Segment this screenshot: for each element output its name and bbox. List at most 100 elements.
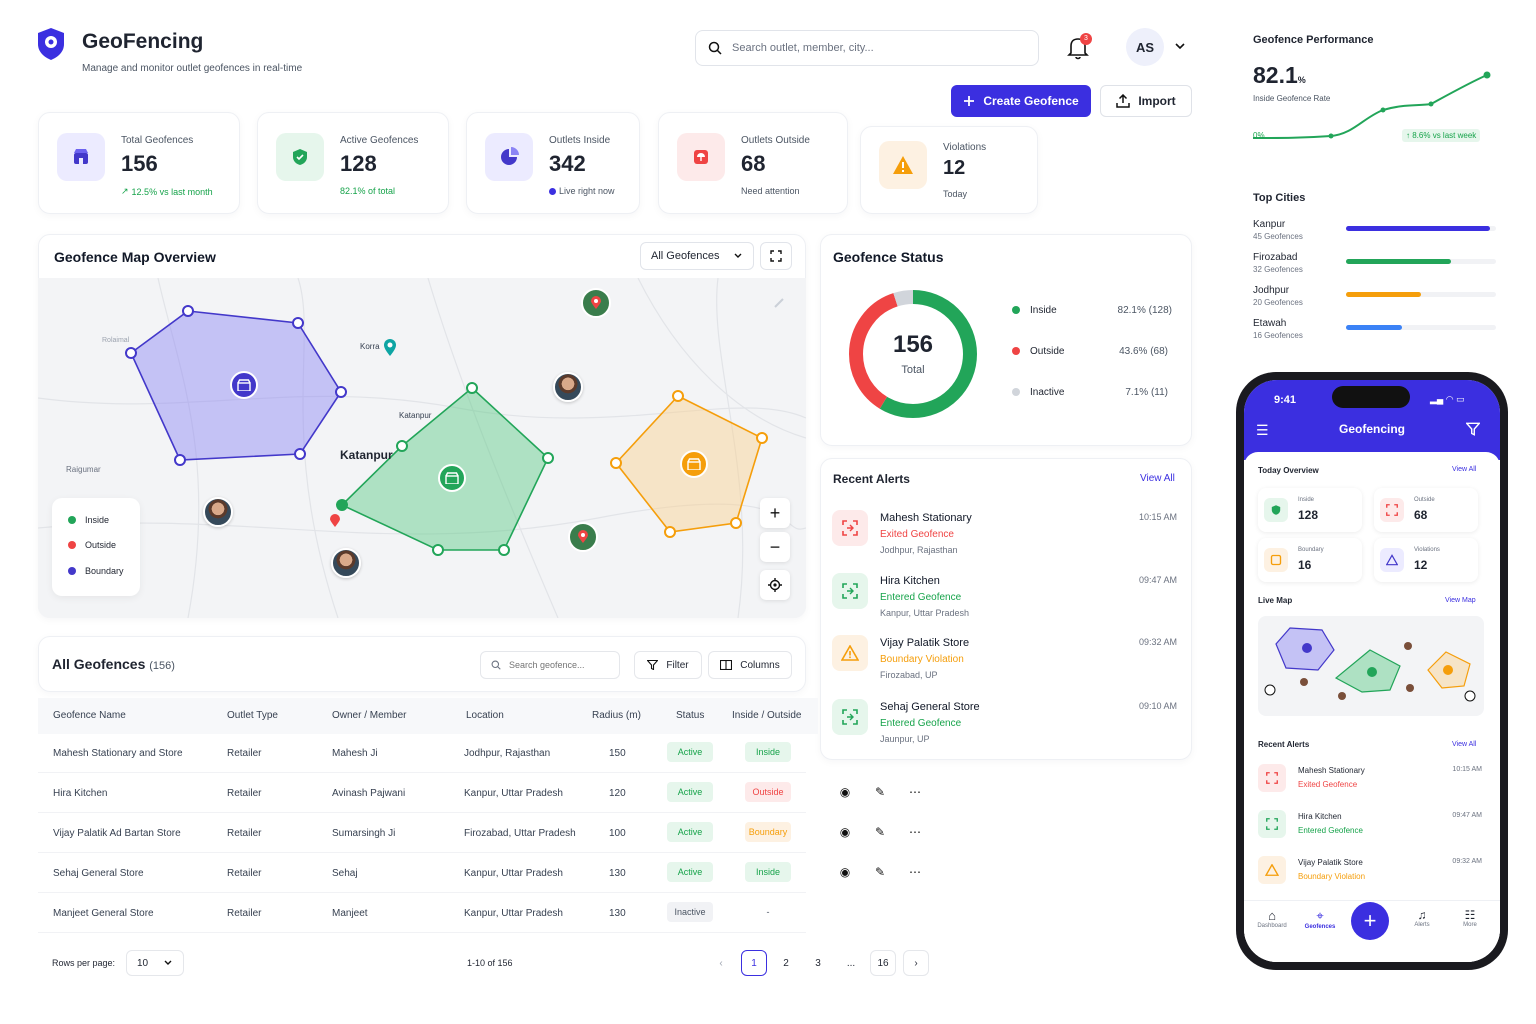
city-name: Kanpur [1253, 219, 1286, 230]
search-bar[interactable] [695, 30, 1039, 66]
member-avatar[interactable] [331, 548, 361, 578]
more-icon[interactable]: ⋯ [909, 865, 921, 879]
phone-stat-card[interactable]: Outside 68 [1374, 488, 1478, 532]
legend-dot [68, 516, 76, 524]
table-cell-name[interactable]: Manjeet General Store [53, 908, 154, 919]
map-pin-marker-icon[interactable] [568, 522, 598, 552]
locate-button[interactable] [760, 570, 790, 600]
phone-alerts-view-all-link[interactable]: View All [1452, 741, 1477, 748]
more-icon[interactable]: ⋯ [909, 825, 921, 839]
search-input[interactable] [732, 42, 1012, 54]
map-canvas[interactable] [38, 278, 806, 618]
columns-button[interactable]: Columns [708, 651, 792, 679]
edit-icon[interactable]: ✎ [874, 785, 886, 799]
table-title: All Geofences (156) [52, 656, 175, 672]
store-marker-icon[interactable] [230, 371, 258, 399]
phone-alert-item[interactable]: Hira Kitchen Entered Geofence 09:47 AM [1258, 810, 1482, 840]
view-icon[interactable]: ◉ [839, 865, 851, 879]
col-header[interactable]: Status [676, 710, 705, 721]
col-header[interactable]: Geofence Name [53, 710, 126, 721]
warning-icon [832, 635, 868, 671]
table-search[interactable] [480, 651, 620, 679]
alert-location: Jaunpur, UP [880, 734, 930, 744]
alerts-view-all-link[interactable]: View All [1140, 473, 1175, 484]
status-value: 82.1% (128) [1117, 305, 1172, 316]
stat-label: Outlets Outside [741, 135, 810, 146]
table-cell-name[interactable]: Sehaj General Store [53, 868, 144, 879]
alert-item[interactable]: Mahesh Stationary Exited Geofence Jodhpu… [832, 510, 1177, 558]
phone-stat-card[interactable]: Violations 12 [1374, 538, 1478, 582]
user-avatar[interactable]: AS [1126, 28, 1164, 66]
nav-dashboard[interactable]: ⌂ Dashboard [1250, 908, 1294, 929]
hamburger-menu-icon[interactable]: ☰ [1256, 422, 1269, 438]
location-shield-logo-icon [38, 28, 64, 60]
phone-alert-item[interactable]: Mahesh Stationary Exited Geofence 10:15 AM [1258, 764, 1482, 794]
table-cell-name[interactable]: Hira Kitchen [53, 788, 108, 799]
fullscreen-button[interactable] [760, 242, 792, 270]
nav-more[interactable]: ☷ More [1448, 908, 1492, 928]
member-avatar[interactable] [203, 497, 233, 527]
phone-alert-item[interactable]: Vijay Palatik Store Boundary Violation 09:… [1258, 856, 1482, 886]
zoom-in-button[interactable]: + [760, 498, 790, 528]
col-header[interactable]: Location [466, 710, 504, 721]
table-search-input[interactable] [509, 660, 609, 670]
rows-per-page-value: 10 [137, 957, 149, 969]
stat-sub: ↗ 12.5% vs last month [121, 186, 213, 197]
phone-stat-card[interactable]: Boundary 16 [1258, 538, 1362, 582]
col-header[interactable]: Outlet Type [227, 710, 278, 721]
edit-icon[interactable]: ✎ [874, 865, 886, 879]
col-header[interactable]: Radius (m) [592, 710, 641, 721]
page-button[interactable]: 2 [783, 957, 789, 969]
phone-map[interactable] [1258, 616, 1484, 716]
status-value: 43.6% (68) [1119, 346, 1168, 357]
phone-view-map-link[interactable]: View Map [1445, 597, 1476, 604]
col-header[interactable]: Owner / Member [332, 710, 407, 721]
phone-add-button[interactable]: + [1351, 902, 1389, 940]
chevron-down-icon[interactable] [1174, 40, 1186, 52]
next-page-button[interactable]: › [903, 950, 929, 976]
map-pin-marker-icon[interactable] [581, 288, 611, 318]
page-button[interactable]: 16 [870, 950, 896, 976]
alert-item[interactable]: Hira Kitchen Entered Geofence Kanpur, Ut… [832, 573, 1177, 621]
bell-icon[interactable] [1066, 35, 1090, 61]
table-cell-location: Firozabad, Uttar Pradesh [464, 828, 576, 839]
table-cell-radius: 100 [609, 828, 626, 839]
create-geofence-button[interactable]: Create Geofence [951, 85, 1091, 117]
store-marker-icon[interactable] [438, 464, 466, 492]
view-icon[interactable]: ◉ [839, 785, 851, 799]
member-avatar[interactable] [553, 372, 583, 402]
phone-alert-name: Mahesh Stationary [1298, 766, 1365, 775]
filter-button[interactable]: Filter [634, 651, 702, 679]
table-cell-owner: Mahesh Ji [332, 748, 378, 759]
nav-alerts[interactable]: ♫ Alerts [1400, 908, 1444, 928]
columns-icon [720, 660, 733, 670]
page-ellipsis: ... [846, 957, 856, 969]
city-bar-track [1346, 325, 1496, 330]
import-button[interactable]: Import [1100, 85, 1192, 117]
page-button[interactable]: 3 [815, 957, 821, 969]
table-cell-name[interactable]: Vijay Palatik Ad Bartan Store [53, 828, 181, 839]
more-icon[interactable]: ⋯ [909, 785, 921, 799]
nav-label: More [1463, 922, 1477, 928]
edit-icon[interactable]: ✎ [874, 825, 886, 839]
store-marker-icon[interactable] [680, 450, 708, 478]
col-header[interactable]: Inside / Outside [732, 710, 802, 721]
status-row-inactive: Inactive 7.1% (11) [1012, 387, 1168, 399]
chevron-down-icon [734, 253, 742, 258]
rows-per-page-select[interactable]: 10 [126, 950, 184, 976]
city-bar-fill [1346, 226, 1490, 231]
compass-icon[interactable] [772, 296, 786, 310]
alert-item[interactable]: Sehaj General Store Entered Geofence Jau… [832, 699, 1177, 747]
nav-geofences[interactable]: ⌖ Geofences [1298, 908, 1342, 930]
page-button[interactable]: 1 [741, 950, 767, 976]
alert-item[interactable]: Vijay Palatik Store Boundary Violation F… [832, 635, 1177, 683]
filter-icon[interactable] [1466, 422, 1480, 436]
view-icon[interactable]: ◉ [839, 825, 851, 839]
phone-stat-label: Boundary [1298, 547, 1324, 553]
geofence-filter-dropdown[interactable]: All Geofences [640, 242, 754, 270]
table-cell-name[interactable]: Mahesh Stationary and Store [53, 748, 183, 759]
phone-stat-card[interactable]: Inside 128 [1258, 488, 1362, 532]
prev-page-button[interactable]: ‹ [708, 950, 734, 976]
phone-view-all-link[interactable]: View All [1452, 466, 1477, 473]
zoom-out-button[interactable]: − [760, 532, 790, 562]
